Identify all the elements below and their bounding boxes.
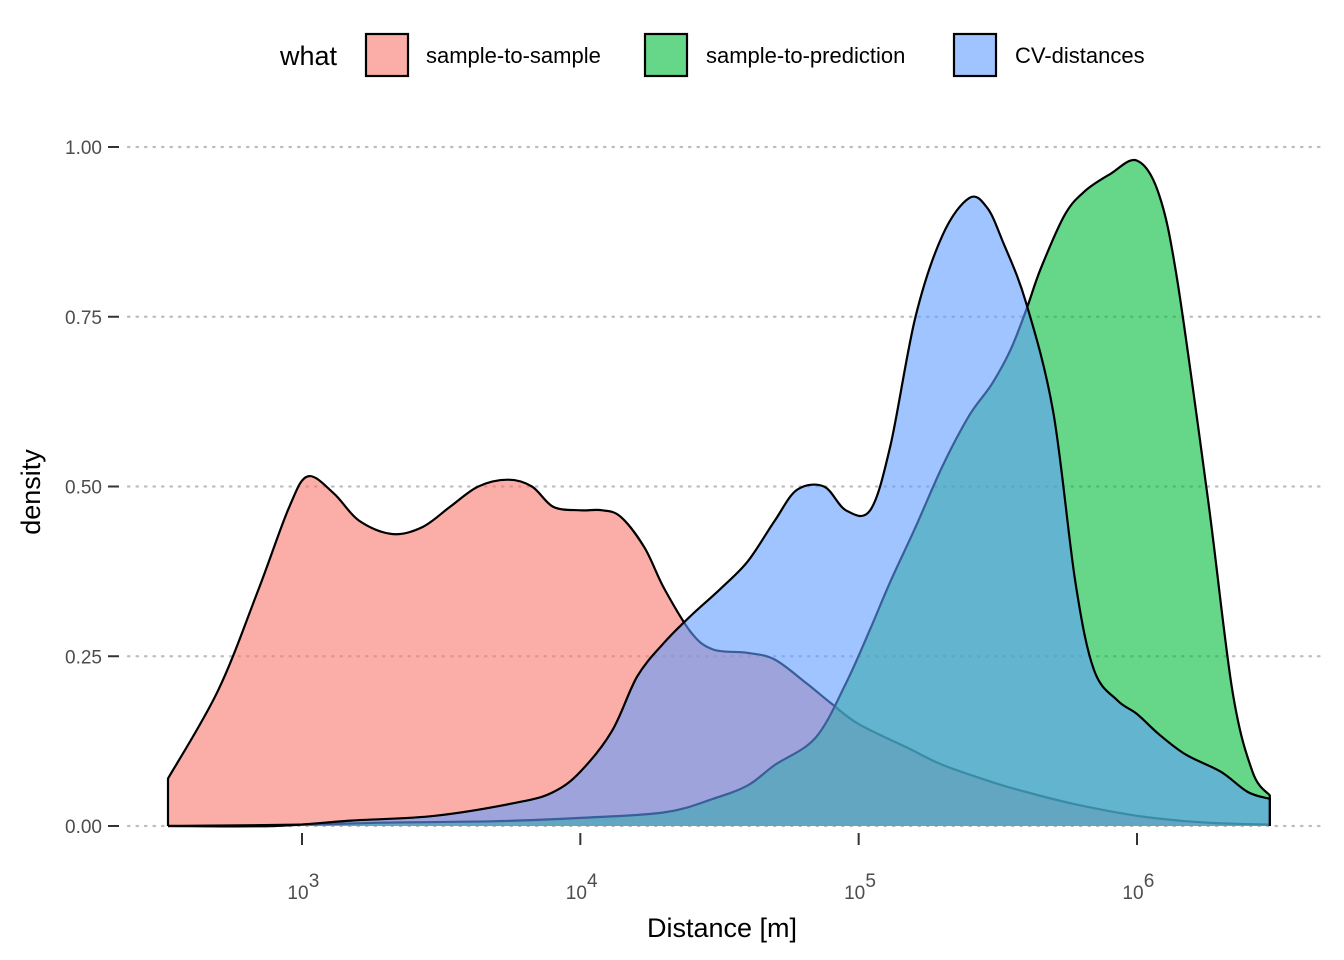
legend-label-sample-to-prediction: sample-to-prediction (706, 43, 905, 68)
x-tick-label: 104 (566, 871, 598, 904)
x-axis-title: Distance [m] (647, 913, 797, 943)
density-areas (166, 158, 1271, 828)
x-tick-label-base: 10 (1122, 883, 1143, 904)
legend-key-CV-distances (952, 32, 998, 78)
y-tick-label: 0.50 (65, 478, 102, 499)
legend-label-CV-distances: CV-distances (1015, 43, 1145, 68)
density-outline-CV-distances (167, 195, 1271, 828)
x-tick-label-base: 10 (844, 883, 865, 904)
x-tick-label: 105 (844, 871, 876, 904)
y-tick-label: 1.00 (65, 138, 102, 159)
density-area-CV-distances (168, 196, 1270, 827)
x-tick-label: 103 (287, 871, 319, 904)
x-tick-label: 106 (1122, 871, 1154, 904)
y-axis-title: density (16, 449, 46, 535)
legend-key-sample-to-prediction (643, 32, 689, 78)
legend-key-sample-to-sample (364, 32, 410, 78)
legend: what sample-to-sample sample-to-predictio… (279, 32, 1145, 78)
x-tick-label-base: 10 (566, 883, 587, 904)
y-axis: 0.00 0.25 0.50 0.75 1.00 (65, 138, 119, 838)
legend-title: what (279, 41, 338, 71)
x-tick-label-exponent: 6 (1144, 871, 1155, 892)
x-tick-label-exponent: 4 (587, 871, 598, 892)
y-tick-label: 0.25 (65, 647, 102, 668)
legend-label-sample-to-sample: sample-to-sample (426, 43, 601, 68)
x-tick-label-exponent: 5 (865, 871, 876, 892)
y-tick-label: 0.75 (65, 308, 102, 329)
x-tick-label-base: 10 (287, 883, 308, 904)
x-tick-label-exponent: 3 (309, 871, 320, 892)
y-tick-label: 0.00 (65, 817, 102, 838)
